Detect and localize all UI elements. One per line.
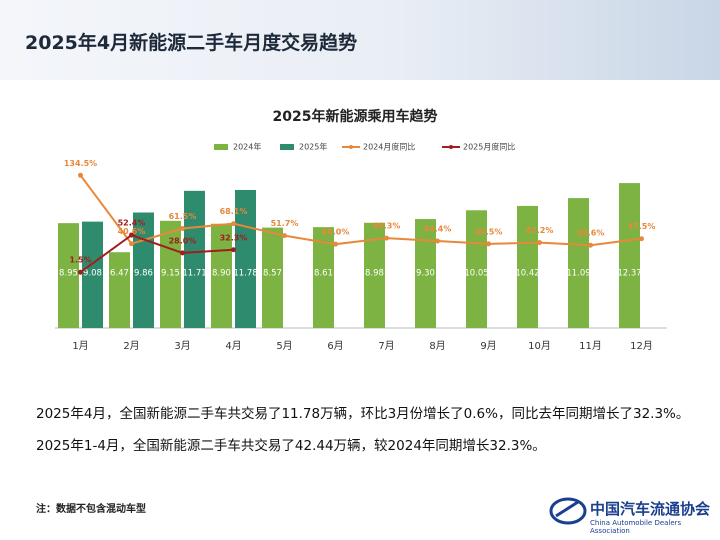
line-label: 51.7% — [271, 219, 299, 228]
legend-swatch — [280, 144, 294, 150]
line-point — [129, 241, 134, 247]
x-tick-label: 1月 — [72, 340, 88, 352]
bar — [568, 198, 589, 328]
legend-swatch — [349, 145, 353, 149]
line-point — [384, 235, 389, 241]
line-label: 1.5% — [69, 256, 91, 265]
bar — [109, 252, 130, 328]
legend-swatch — [214, 144, 228, 150]
line-point — [231, 221, 236, 227]
line-label: 40.5% — [475, 227, 503, 236]
bar-label: 10.05 — [464, 269, 488, 279]
bar — [184, 190, 205, 328]
logo-name: 中国汽车流通协会 — [590, 500, 711, 518]
bar-label: 9.08 — [83, 269, 102, 279]
line-point — [486, 241, 491, 247]
legend-label: 2024月度同比 — [363, 142, 415, 152]
line-label: 28.0% — [169, 236, 197, 245]
chart-title: 2025年新能源乘用车趋势 — [273, 108, 438, 125]
line-point — [435, 238, 440, 244]
legend-swatch — [449, 145, 453, 149]
x-tick-label: 3月 — [174, 340, 190, 352]
legend-label: 2025年 — [299, 142, 327, 152]
bar-label: 8.57 — [263, 269, 282, 279]
bar-label: 9.30 — [416, 269, 435, 279]
line-point — [639, 236, 644, 242]
line-label: 48.3% — [373, 222, 401, 231]
line-label: 47.5% — [628, 222, 656, 231]
line-point — [129, 232, 134, 238]
line-label: 134.5% — [64, 159, 97, 168]
bar — [619, 183, 640, 328]
x-tick-label: 4月 — [225, 340, 241, 352]
line-label: 38.6% — [577, 229, 605, 238]
bar-label: 8.95 — [59, 269, 78, 279]
bar-label: 11.78 — [233, 269, 257, 279]
bar — [262, 227, 283, 328]
bar-label: 8.90 — [212, 269, 231, 279]
line — [79, 234, 234, 274]
line-point — [78, 269, 83, 275]
bar-label: 9.86 — [134, 269, 153, 279]
bar — [313, 227, 334, 328]
bar-label: 10.42 — [515, 269, 539, 279]
line-label: 44.4% — [424, 224, 452, 233]
x-tick-label: 10月 — [528, 340, 551, 352]
legend-label: 2024年 — [233, 142, 261, 152]
bar-label: 8.98 — [365, 269, 384, 279]
chart: 2025年新能源乘用车趋势 2024年 2025年 2024月度同比 2025月度同比… — [55, 108, 667, 352]
line-label: 40.6% — [118, 227, 146, 236]
bar-label: 12.37 — [617, 269, 641, 279]
paragraph: 2025年4月，全国新能源二手车共交易了11.78万辆，环比3月份增长了0.6%… — [36, 406, 690, 422]
line-label: 32.3% — [220, 233, 248, 242]
line-point — [180, 250, 185, 256]
bar-label: 11.71 — [182, 269, 206, 279]
bar-label: 11.09 — [566, 269, 590, 279]
line-point — [231, 247, 236, 253]
bar-label: 9.15 — [161, 269, 180, 279]
line-label: 40.0% — [322, 228, 350, 237]
line-point — [588, 242, 593, 248]
legend-label: 2025月度同比 — [463, 142, 515, 152]
line-point — [537, 240, 542, 246]
note: 注：数据不包含混动车型 — [36, 504, 146, 515]
x-tick-label: 8月 — [429, 340, 445, 352]
bar-label: 8.61 — [314, 269, 333, 279]
logo-icon — [549, 497, 587, 525]
paragraph: 2025年1-4月，全国新能源二手车共交易了42.44万辆，较2024年同期增长… — [36, 438, 546, 454]
bar — [415, 219, 436, 328]
x-tick-label: 6月 — [327, 340, 343, 352]
header: 2025年4月新能源二手车月度交易趋势 — [0, 0, 720, 80]
line — [79, 174, 642, 247]
x-tick-label: 9月 — [480, 340, 496, 352]
line-point — [282, 233, 287, 239]
line-point — [180, 226, 185, 232]
logo-name-en: China Automobile Dealers Association — [590, 519, 682, 535]
line-label: 68.1% — [220, 207, 248, 216]
x-tick-label: 12月 — [630, 340, 653, 352]
line-label: 52.4% — [118, 219, 146, 228]
bar — [517, 205, 538, 328]
bar-label: 6.47 — [110, 269, 129, 279]
x-tick-label: 2月 — [123, 340, 139, 352]
line-point — [78, 172, 83, 178]
line-label: 61.5% — [169, 212, 197, 221]
bar — [58, 223, 79, 328]
bar — [364, 222, 385, 328]
x-tick-label: 11月 — [579, 340, 602, 352]
slide-title: 2025年4月新能源二手车月度交易趋势 — [25, 32, 358, 54]
x-tick-label: 5月 — [276, 340, 292, 352]
bar — [82, 221, 103, 328]
bar — [466, 210, 487, 328]
x-tick-label: 7月 — [378, 340, 394, 352]
line-point — [333, 241, 338, 247]
line-label: 42.2% — [526, 226, 554, 235]
